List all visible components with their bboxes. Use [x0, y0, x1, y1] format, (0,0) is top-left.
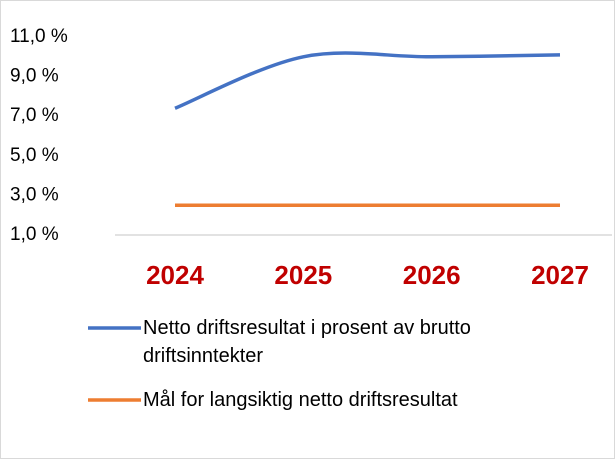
x-tick-label: 2024 [146, 260, 204, 290]
y-tick-label: 11,0 % [10, 26, 68, 47]
legend-label: Mål for langsiktig netto driftsresultat [143, 389, 458, 411]
y-tick-label: 3,0 % [10, 184, 59, 205]
y-tick-label: 1,0 % [10, 224, 59, 245]
legend-label: Netto driftsresultat i prosent av brutto… [143, 317, 471, 367]
x-tick-label: 2027 [531, 260, 589, 290]
line-series [174, 51, 561, 110]
y-tick-label: 5,0 % [10, 145, 59, 166]
x-tick-label: 2026 [403, 260, 461, 290]
x-tick-label: 2025 [274, 260, 332, 290]
y-tick-label: 7,0 % [10, 105, 59, 126]
y-tick-label: 9,0 % [10, 66, 59, 87]
